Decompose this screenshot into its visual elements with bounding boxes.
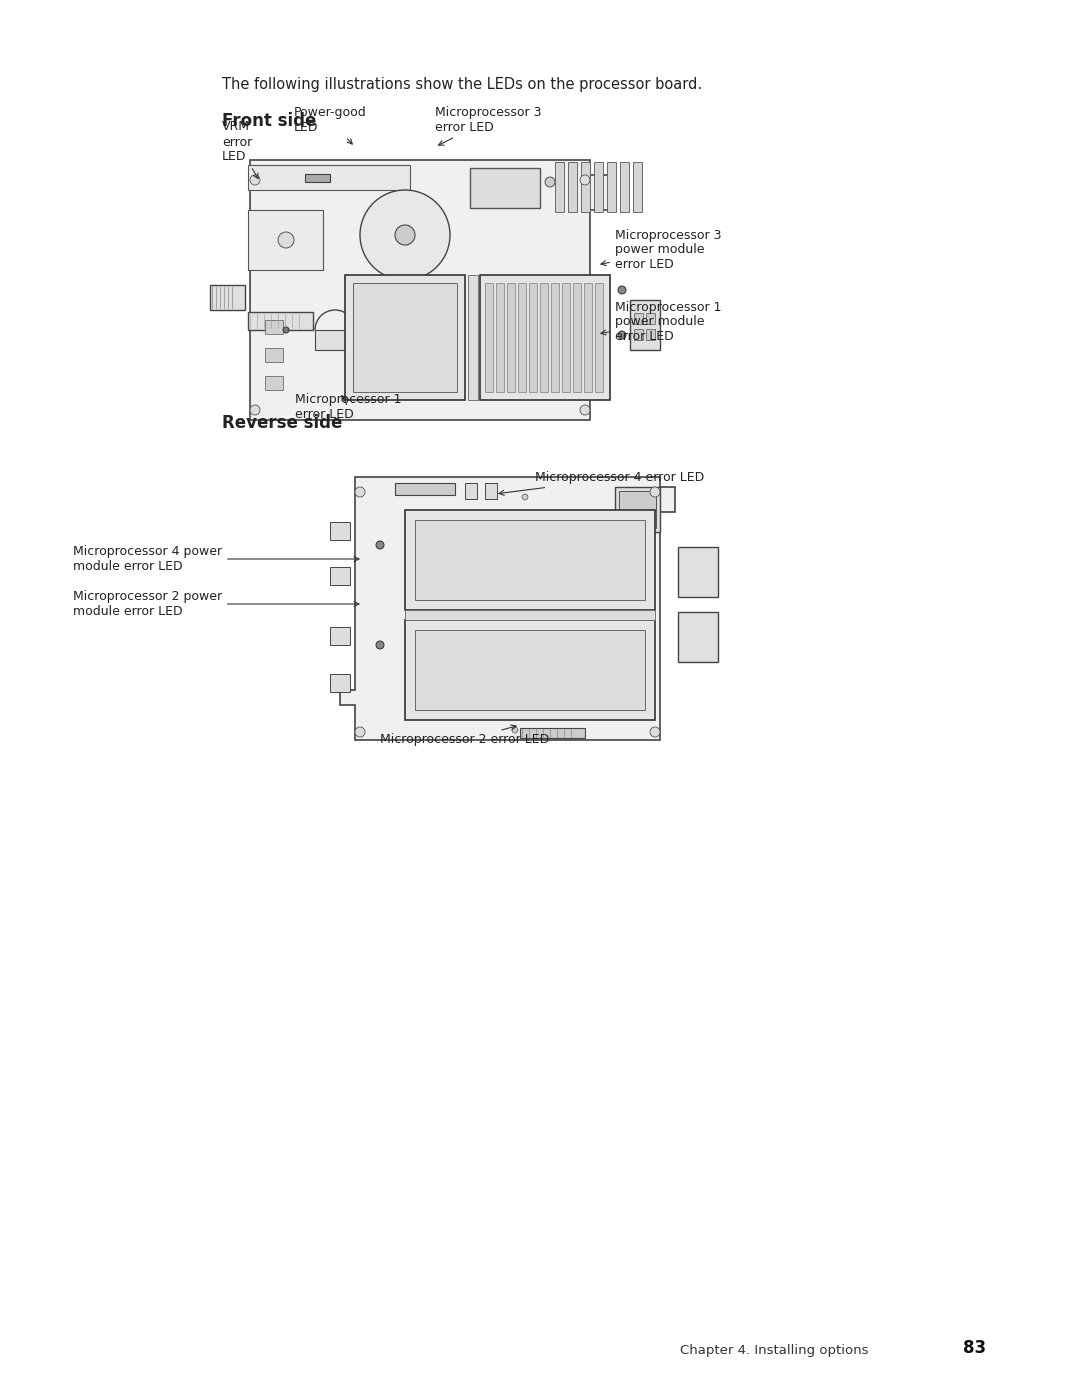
Bar — [615, 488, 660, 532]
Bar — [646, 313, 654, 324]
Bar — [405, 610, 654, 620]
Circle shape — [249, 175, 260, 184]
Bar — [405, 510, 654, 610]
Bar — [529, 284, 537, 393]
Text: Microprocessor 2 power
module error LED: Microprocessor 2 power module error LED — [72, 590, 359, 617]
Bar — [678, 548, 718, 597]
Bar — [330, 627, 350, 645]
Bar — [496, 284, 504, 393]
Bar — [345, 275, 465, 400]
Text: Microprocessor 4 error LED: Microprocessor 4 error LED — [499, 472, 704, 496]
Circle shape — [360, 190, 450, 279]
Bar — [305, 175, 330, 182]
Polygon shape — [249, 161, 615, 420]
Circle shape — [278, 232, 294, 249]
Bar — [619, 490, 656, 528]
Bar — [607, 162, 616, 212]
Bar — [518, 284, 526, 393]
Bar — [630, 300, 660, 351]
Circle shape — [580, 405, 590, 415]
Circle shape — [283, 327, 289, 332]
Bar — [485, 483, 497, 499]
Text: Microprocessor 3
error LED: Microprocessor 3 error LED — [435, 106, 541, 145]
Circle shape — [249, 405, 260, 415]
Bar — [678, 612, 718, 662]
Bar — [595, 284, 603, 393]
Bar — [551, 284, 559, 393]
Bar — [581, 162, 590, 212]
Bar — [330, 567, 350, 585]
Bar — [395, 483, 455, 495]
Text: Microprocessor 1
error LED: Microprocessor 1 error LED — [295, 393, 402, 420]
Bar — [415, 630, 645, 710]
Text: Power-good
LED: Power-good LED — [294, 106, 366, 144]
Text: Microprocessor 1
power module
error LED: Microprocessor 1 power module error LED — [600, 300, 721, 344]
Bar — [470, 168, 540, 208]
Bar — [353, 284, 457, 393]
Text: 83: 83 — [963, 1338, 986, 1356]
Text: Microprocessor 4 power
module error LED: Microprocessor 4 power module error LED — [72, 545, 359, 573]
Text: Reverse side: Reverse side — [222, 414, 342, 432]
Bar — [315, 330, 355, 351]
Bar — [573, 284, 581, 393]
Bar — [210, 285, 245, 310]
Circle shape — [650, 488, 660, 497]
Bar — [330, 522, 350, 541]
Bar — [248, 210, 323, 270]
Circle shape — [512, 726, 518, 733]
Circle shape — [580, 175, 590, 184]
Circle shape — [545, 177, 555, 187]
Circle shape — [395, 225, 415, 244]
Bar — [633, 162, 642, 212]
Polygon shape — [248, 165, 410, 190]
Text: Microprocessor 2 error LED: Microprocessor 2 error LED — [380, 725, 550, 746]
Bar — [265, 376, 283, 390]
Text: The following illustrations show the LEDs on the processor board.: The following illustrations show the LED… — [222, 77, 702, 92]
Bar — [265, 320, 283, 334]
Bar — [507, 284, 515, 393]
Bar — [620, 162, 629, 212]
Bar — [562, 284, 570, 393]
Bar — [265, 348, 283, 362]
Bar — [634, 313, 643, 324]
Bar — [594, 162, 603, 212]
Circle shape — [376, 541, 384, 549]
Text: VRM
error
LED: VRM error LED — [222, 120, 258, 179]
Bar — [330, 673, 350, 692]
Text: Chapter 4. Installing options: Chapter 4. Installing options — [680, 1344, 868, 1356]
Polygon shape — [340, 476, 675, 740]
Bar — [555, 162, 564, 212]
Circle shape — [355, 726, 365, 738]
Bar — [468, 275, 478, 400]
Bar — [465, 483, 477, 499]
Bar — [405, 620, 654, 719]
Bar — [584, 284, 592, 393]
Circle shape — [355, 488, 365, 497]
Circle shape — [522, 495, 528, 500]
Bar — [415, 520, 645, 599]
Circle shape — [618, 286, 626, 293]
Bar — [634, 330, 643, 339]
Circle shape — [376, 641, 384, 650]
Circle shape — [650, 726, 660, 738]
Bar — [480, 275, 610, 400]
Circle shape — [618, 331, 626, 339]
Bar — [485, 284, 492, 393]
Text: Front side: Front side — [222, 112, 316, 130]
Text: Microprocessor 3
power module
error LED: Microprocessor 3 power module error LED — [600, 229, 721, 271]
Bar — [540, 284, 548, 393]
Bar — [568, 162, 577, 212]
Bar — [646, 330, 654, 339]
Bar — [248, 312, 313, 330]
Bar — [519, 728, 585, 738]
